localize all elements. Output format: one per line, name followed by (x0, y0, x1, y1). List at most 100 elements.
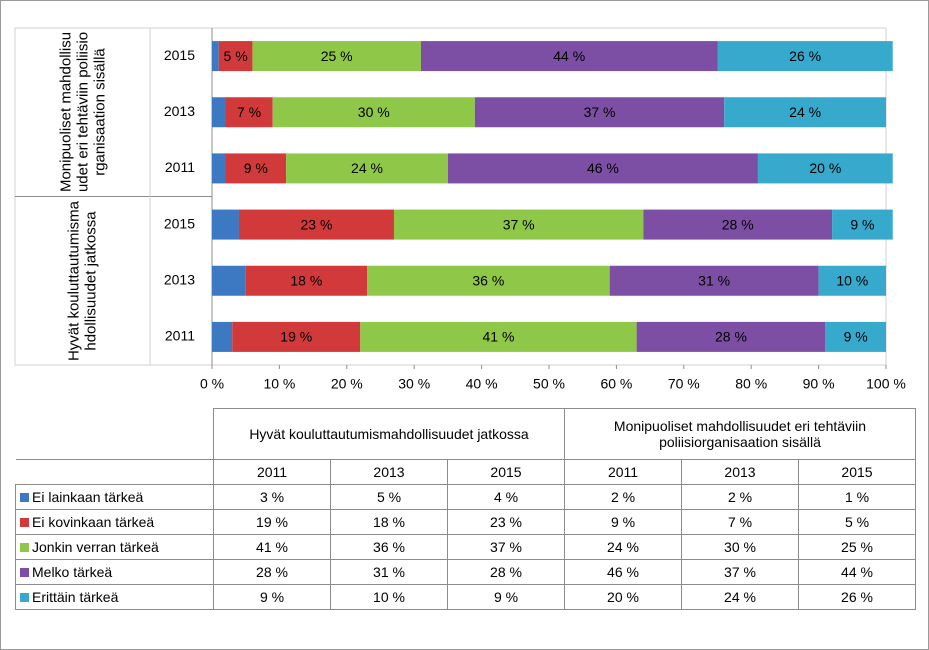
table-row: Melko tärkeä 28 % 31 % 28 % 46 % 37 % 44 % (15, 559, 916, 585)
data-label: 9 % (844, 329, 868, 345)
bar-segment (420, 41, 718, 72)
table-cell: 37 % (681, 559, 799, 585)
y-tick-label: 2015 (164, 47, 195, 63)
data-label: 9 % (850, 216, 874, 232)
legend-label: Erittäin tärkeä (32, 589, 119, 605)
bar-segment (212, 97, 226, 128)
x-tick-label: 10 % (263, 376, 295, 392)
table-row: Ei kovinkaan tärkeä 19 % 18 % 23 % 9 % 7 % 5 % (15, 509, 916, 535)
table-cell: 37 % (447, 534, 565, 560)
bar-segment (643, 209, 833, 240)
bar-segment (225, 153, 287, 184)
table-cell: 30 % (681, 534, 799, 560)
data-label: 9 % (244, 160, 268, 176)
legend-cell: Jonkin verran tärkeä (15, 534, 214, 560)
data-label: 41 % (482, 329, 514, 345)
chart: 0 % 10 % 20 % 30 % 40 % 50 % 60 % 70 % 80 % 90 % 1… (14, 27, 906, 392)
bar-segment (212, 153, 226, 184)
bar-segment (825, 321, 886, 352)
table-header: 2011 (213, 459, 331, 485)
data-label: 31 % (698, 272, 730, 288)
x-tick-label: 70 % (668, 376, 700, 392)
legend-cell: Ei kovinkaan tärkeä (15, 509, 214, 535)
table-row: Jonkin verran tärkeä 41 % 36 % 37 % 24 % 30 %… (15, 534, 916, 560)
bar-segment (447, 153, 758, 184)
table-cell: 18 % (330, 509, 448, 535)
bar-segment (832, 209, 893, 240)
data-label: 19 % (280, 329, 312, 345)
legend-swatch (20, 518, 29, 527)
x-tick-label: 90 % (803, 376, 835, 392)
x-tick-label: 0 % (200, 376, 224, 392)
bar-segment (272, 97, 475, 128)
table-row: Erittäin tärkeä 9 % 10 % 9 % 20 % 24 % 26 % (15, 584, 916, 610)
table-cell: 44 % (798, 559, 916, 585)
table-cell: 46 % (564, 559, 682, 585)
data-label: 23 % (301, 216, 333, 232)
data-label: 5 % (224, 48, 248, 64)
table-cell: 28 % (447, 559, 565, 585)
bar-segment (212, 265, 246, 296)
bar-segment (724, 97, 886, 128)
bar-segment (212, 321, 233, 352)
data-label: 7 % (237, 104, 261, 120)
bar-segment (212, 41, 219, 72)
bar-segment (757, 153, 893, 184)
x-tick-label: 80 % (735, 376, 767, 392)
y-tick-label: 2013 (164, 103, 195, 119)
table-cell: 24 % (564, 534, 682, 560)
y-tick-label: 2011 (165, 328, 195, 344)
y-tick-label: 2015 (164, 215, 195, 231)
table-header: 2013 (681, 459, 799, 485)
table-row: Ei lainkaan tärkeä 3 % 5 % 4 % 2 % 2 % 1 % (15, 484, 916, 510)
x-tick-label: 60 % (600, 376, 632, 392)
data-label: 10 % (836, 272, 868, 288)
bar-segment (218, 41, 253, 72)
table-cell: 5 % (798, 509, 916, 535)
legend-swatch (20, 593, 29, 602)
bar-segment (238, 209, 394, 240)
table-cell: 31 % (330, 559, 448, 585)
table-cell: 36 % (330, 534, 448, 560)
x-tick-label: 20 % (331, 376, 363, 392)
bar-segment (609, 265, 819, 296)
group-label: Hyvät kouluttautumismahdollisuudet jatko… (65, 200, 99, 361)
data-label: 30 % (358, 104, 390, 120)
table-cell: 7 % (681, 509, 799, 535)
data-label: 28 % (715, 329, 747, 345)
table-cell: 41 % (213, 534, 331, 560)
data-label: 26 % (789, 48, 821, 64)
group-label: Monipuoliset mahdollisuudet eri tehtävii… (56, 32, 108, 193)
legend-label: Ei kovinkaan tärkeä (32, 514, 155, 530)
x-tick-label: 40 % (466, 376, 498, 392)
bar-segment (286, 153, 448, 184)
table-cell: 5 % (330, 484, 448, 510)
table-cell: 20 % (564, 584, 682, 610)
legend-label: Melko tärkeä (32, 564, 113, 580)
bar-segment (225, 97, 273, 128)
legend-cell: Erittäin tärkeä (15, 584, 214, 610)
table-cell: 2 % (681, 484, 799, 510)
legend-swatch (20, 568, 29, 577)
data-label: 24 % (351, 160, 383, 176)
data-label: 24 % (789, 104, 821, 120)
table-cell: 10 % (330, 584, 448, 610)
table-cell: 4 % (447, 484, 565, 510)
table-cell: 24 % (681, 584, 799, 610)
table-cell (15, 459, 214, 485)
data-label: 28 % (722, 216, 754, 232)
legend-cell: Ei lainkaan tärkeä (15, 484, 214, 510)
table-cell: 3 % (213, 484, 331, 510)
legend-cell: Melko tärkeä (15, 559, 214, 585)
bar-segment (474, 97, 725, 128)
table-header: 2013 (330, 459, 448, 485)
bar-segment (636, 321, 826, 352)
table-cell: 1 % (798, 484, 916, 510)
bar-segment (818, 265, 886, 296)
data-label: 37 % (503, 216, 535, 232)
table-cell: 28 % (213, 559, 331, 585)
y-tick-label: 2013 (164, 271, 195, 287)
bar-segment (367, 265, 610, 296)
legend-label: Jonkin verran tärkeä (32, 539, 159, 555)
